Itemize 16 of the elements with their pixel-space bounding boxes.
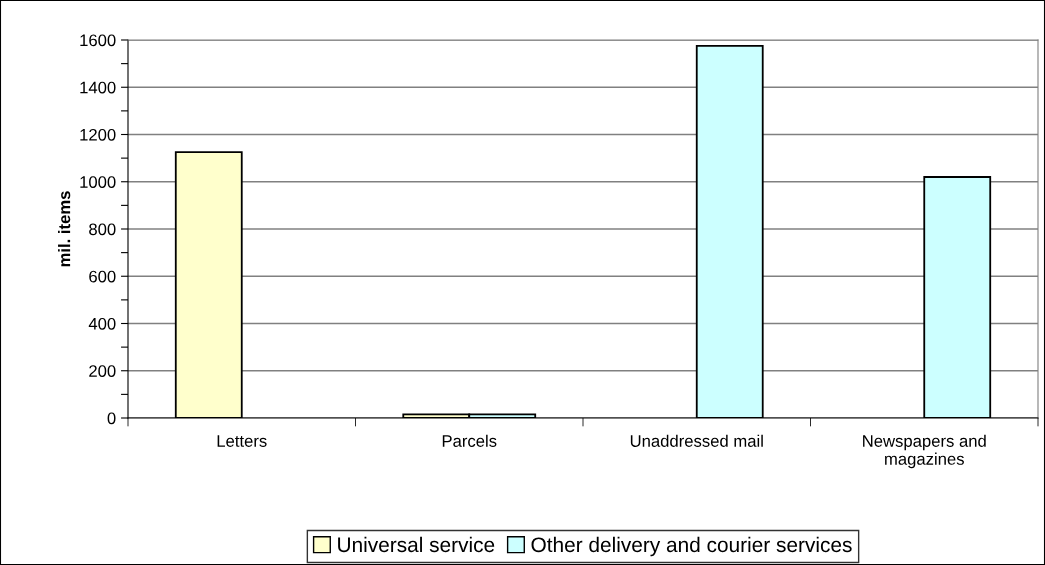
x-tick-label: Parcels: [442, 434, 497, 447]
y-tick-label: 1600: [80, 34, 116, 47]
y-tick-label: 1000: [80, 176, 116, 188]
y-tick-label: 1400: [80, 81, 116, 94]
y-tick-label: 800: [89, 223, 116, 236]
y-tick-label: 1200: [80, 128, 116, 141]
y-tick-label: 0: [107, 412, 116, 425]
y-tick-label: 200: [89, 365, 116, 377]
y-tick-label: 600: [89, 270, 116, 283]
legend-label: Other delivery and courier services: [531, 536, 852, 557]
x-tick-label: Letters: [217, 435, 267, 447]
y-tick-label: 400: [88, 317, 116, 330]
x-tick-label: Newspapers and magazines: [863, 434, 986, 469]
y-axis-title: mil. items: [58, 191, 71, 267]
x-tick-label: Unaddressed mail: [630, 434, 763, 447]
legend-label: Universal service: [338, 536, 495, 553]
